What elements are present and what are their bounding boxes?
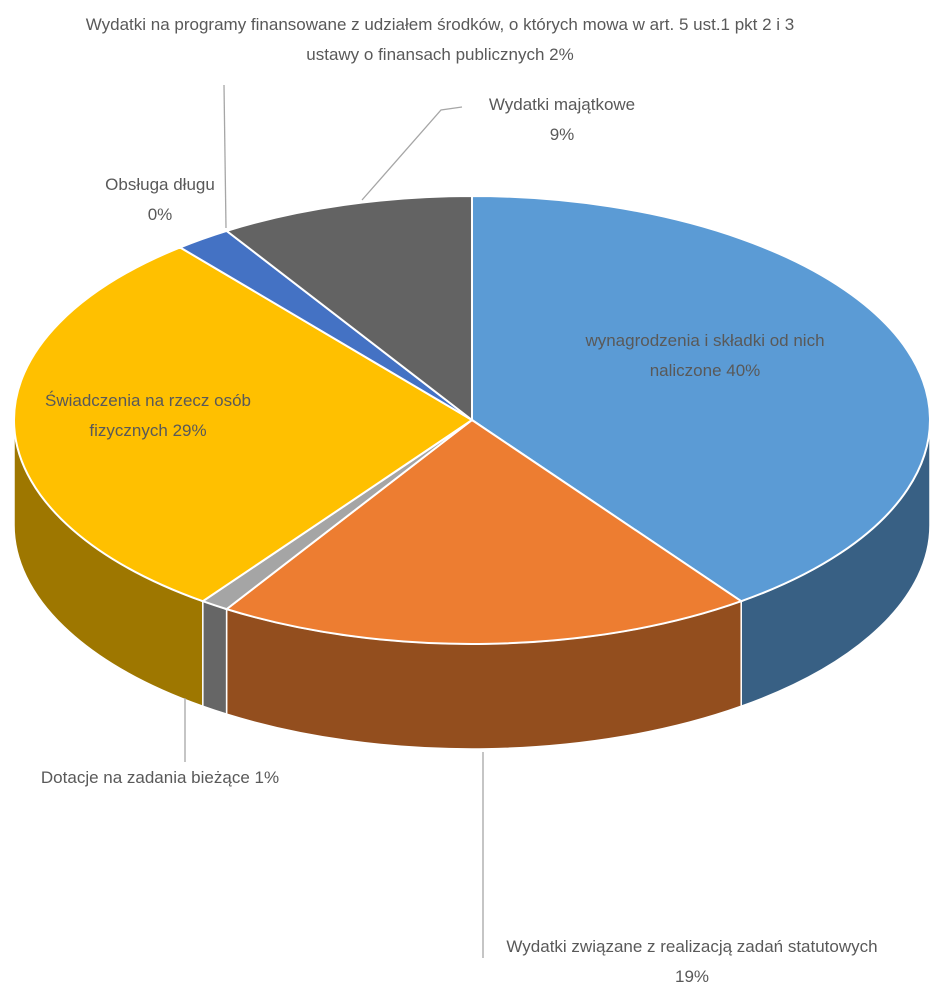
label-value: 29% (172, 421, 207, 440)
slice-side (202, 600, 228, 716)
label-name: wynagrodzenia i składki od nich naliczon… (585, 331, 825, 380)
data-label: Obsługa długu 0% (85, 170, 235, 230)
label-name: Wydatki związane z realizacją zadań stat… (506, 937, 878, 956)
slice (471, 194, 931, 603)
slice (224, 194, 473, 423)
label-name: Świadczenia na rzecz osób fizycznych (44, 391, 251, 440)
label-value: 1% (254, 768, 280, 787)
slice (13, 246, 474, 603)
label-name: Wydatki majątkowe (488, 95, 636, 114)
label-value: 2% (549, 45, 574, 64)
slice (224, 418, 744, 645)
data-label: Wydatki na programy finansowane z udział… (60, 10, 820, 70)
label-value: 19% (674, 967, 710, 986)
data-label: Wydatki majątkowe 9% (452, 90, 672, 150)
label-name: Wydatki na programy finansowane z udział… (85, 15, 795, 64)
label-name: Obsługa długu (105, 175, 215, 194)
data-label: wynagrodzenia i składki od nich naliczon… (550, 326, 860, 386)
leader-line (361, 106, 463, 201)
label-name: Dotacje na zadania bieżące (40, 768, 250, 787)
label-value: 9% (549, 125, 575, 144)
label-value: 40% (726, 361, 761, 380)
data-label: Dotacje na zadania bieżące 1% (0, 763, 325, 793)
data-label: Świadczenia na rzecz osób fizycznych 29% (13, 386, 283, 446)
leader-line (223, 84, 227, 229)
data-label: Wydatki związane z realizacją zadań stat… (447, 932, 932, 992)
label-value: 0% (147, 205, 173, 224)
